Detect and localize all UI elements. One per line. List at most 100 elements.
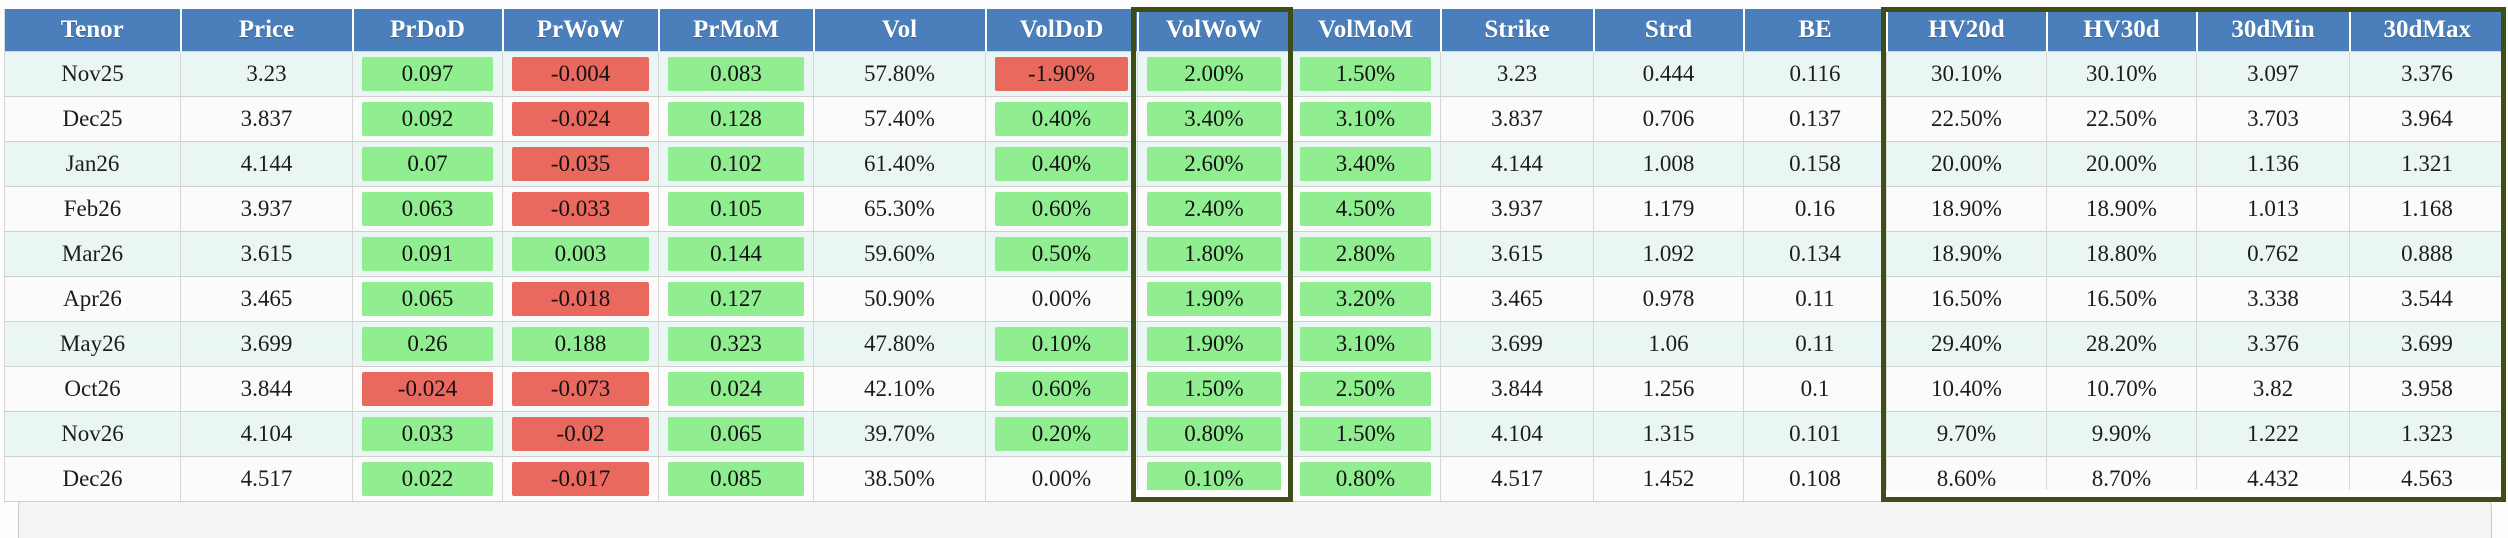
negative-change-pill: -0.024 — [362, 372, 493, 406]
cell-Dec25-be: 0.137 — [1743, 96, 1887, 142]
cell-Apr26-prdod: 0.065 — [352, 276, 503, 322]
cell-May26-hv20d: 29.40% — [1886, 321, 2047, 367]
cell-Dec26-prwow: -0.017 — [502, 456, 659, 502]
cell-Oct26-strike: 3.844 — [1440, 366, 1594, 412]
cell-Apr26-prwow: -0.018 — [502, 276, 659, 322]
positive-change-pill: 0.063 — [362, 192, 493, 226]
cell-Dec25-tenor: Dec25 — [4, 96, 181, 142]
cell-Dec26-prmom: 0.085 — [658, 456, 814, 502]
column-header-prwow: PrWoW — [501, 9, 659, 52]
positive-change-pill: 3.10% — [1300, 327, 1431, 361]
cell-Nov25-price: 3.23 — [180, 51, 353, 97]
positive-change-pill: 2.40% — [1147, 192, 1281, 226]
positive-change-pill: 0.20% — [995, 417, 1128, 451]
cell-Oct26-strd: 1.256 — [1593, 366, 1744, 412]
cell-Nov26-strd: 1.315 — [1593, 411, 1744, 457]
cell-Mar26-prdod: 0.091 — [352, 231, 503, 277]
table-row-Apr26: Apr26 3.465 0.065 -0.018 0.127 50.90% 0.00% 1.9… — [4, 276, 2505, 322]
positive-change-pill: 0.003 — [512, 237, 649, 271]
negative-change-pill: -0.018 — [512, 282, 649, 316]
column-header-voldod: VolDoD — [984, 9, 1138, 52]
cell-Feb26-vol: 65.30% — [813, 186, 986, 232]
cell-Nov26-volmom: 1.50% — [1290, 411, 1441, 457]
cell-Nov25-be: 0.116 — [1743, 51, 1887, 97]
cell-Dec26-voldod: 0.00% — [985, 456, 1138, 502]
positive-change-pill: 0.26 — [362, 327, 493, 361]
cell-Oct26-prwow: -0.073 — [502, 366, 659, 412]
cell-Dec25-vol: 57.40% — [813, 96, 986, 142]
cell-Mar26-voldod: 0.50% — [985, 231, 1138, 277]
cell-May26-prmom: 0.323 — [658, 321, 814, 367]
cell-Nov26-hv30d: 9.90% — [2046, 411, 2197, 457]
cell-May26-volwow: 1.90% — [1137, 321, 1291, 367]
cell-Dec25-hv30d: 22.50% — [2046, 96, 2197, 142]
column-header-be: BE — [1742, 9, 1887, 52]
cell-Jan26-tenor: Jan26 — [4, 141, 181, 187]
cell-Nov25-volmom: 1.50% — [1290, 51, 1441, 97]
table-row-Dec25: Dec25 3.837 0.092 -0.024 0.128 57.40% 0.40% 3.4… — [4, 96, 2505, 142]
column-header-volmom: VolMoM — [1289, 9, 1441, 52]
cell-Jan26-volwow: 2.60% — [1137, 141, 1291, 187]
cell-Feb26-hv20d: 18.90% — [1886, 186, 2047, 232]
cell-Nov25-vol: 57.80% — [813, 51, 986, 97]
positive-change-pill: 0.80% — [1300, 462, 1431, 496]
cell-May26-voldod: 0.10% — [985, 321, 1138, 367]
cell-Nov25-min30d: 3.097 — [2196, 51, 2350, 97]
cell-May26-min30d: 3.376 — [2196, 321, 2350, 367]
positive-change-pill: 0.10% — [1147, 462, 1281, 496]
cell-Dec25-max30d: 3.964 — [2349, 96, 2505, 142]
cell-Dec26-price: 4.517 — [180, 456, 353, 502]
positive-change-pill: 0.033 — [362, 417, 493, 451]
cell-Dec25-strd: 0.706 — [1593, 96, 1744, 142]
cell-Dec25-volwow: 3.40% — [1137, 96, 1291, 142]
cell-Feb26-prmom: 0.105 — [658, 186, 814, 232]
positive-change-pill: 0.065 — [668, 417, 804, 451]
cell-Dec26-be: 0.108 — [1743, 456, 1887, 502]
positive-change-pill: 1.90% — [1147, 282, 1281, 316]
cell-Oct26-min30d: 3.82 — [2196, 366, 2350, 412]
cell-Nov26-prdod: 0.033 — [352, 411, 503, 457]
positive-change-pill: 0.065 — [362, 282, 493, 316]
cell-Oct26-tenor: Oct26 — [4, 366, 181, 412]
column-header-min30d: 30dMin — [2195, 9, 2350, 52]
cell-May26-volmom: 3.10% — [1290, 321, 1441, 367]
cell-Feb26-tenor: Feb26 — [4, 186, 181, 232]
cell-Dec25-min30d: 3.703 — [2196, 96, 2350, 142]
column-header-price: Price — [179, 9, 353, 52]
cell-Oct26-volmom: 2.50% — [1290, 366, 1441, 412]
cell-Oct26-volwow: 1.50% — [1137, 366, 1291, 412]
table-row-Nov25: Nov25 3.23 0.097 -0.004 0.083 57.80% -1.90% 2.0… — [4, 51, 2505, 97]
cell-Dec26-vol: 38.50% — [813, 456, 986, 502]
cell-Feb26-be: 0.16 — [1743, 186, 1887, 232]
column-header-prmom: PrMoM — [657, 9, 814, 52]
cell-Jan26-prmom: 0.102 — [658, 141, 814, 187]
negative-change-pill: -0.035 — [512, 147, 649, 181]
cell-Nov25-volwow: 2.00% — [1137, 51, 1291, 97]
cell-Nov25-prmom: 0.083 — [658, 51, 814, 97]
cell-Nov26-volwow: 0.80% — [1137, 411, 1291, 457]
cell-Jan26-voldod: 0.40% — [985, 141, 1138, 187]
cell-Dec25-hv20d: 22.50% — [1886, 96, 2047, 142]
cell-Mar26-volmom: 2.80% — [1290, 231, 1441, 277]
positive-change-pill: 0.105 — [668, 192, 804, 226]
cell-Apr26-hv20d: 16.50% — [1886, 276, 2047, 322]
cell-Nov26-max30d: 1.323 — [2349, 411, 2505, 457]
cell-Jan26-strd: 1.008 — [1593, 141, 1744, 187]
cell-Dec25-volmom: 3.10% — [1290, 96, 1441, 142]
cell-Dec26-min30d: 4.432 — [2196, 456, 2350, 502]
positive-change-pill: 0.097 — [362, 57, 493, 91]
column-header-max30d: 30dMax — [2348, 9, 2505, 52]
cell-May26-vol: 47.80% — [813, 321, 986, 367]
cell-Dec26-tenor: Dec26 — [4, 456, 181, 502]
cell-Dec25-strike: 3.837 — [1440, 96, 1594, 142]
cell-Feb26-voldod: 0.60% — [985, 186, 1138, 232]
positive-change-pill: 0.40% — [995, 102, 1128, 136]
cell-Feb26-min30d: 1.013 — [2196, 186, 2350, 232]
cell-Apr26-volmom: 3.20% — [1290, 276, 1441, 322]
column-header-strd: Strd — [1592, 9, 1744, 52]
positive-change-pill: 2.80% — [1300, 237, 1431, 271]
cell-Dec26-hv20d: 8.60% — [1886, 456, 2047, 502]
cell-May26-price: 3.699 — [180, 321, 353, 367]
cell-Nov26-price: 4.104 — [180, 411, 353, 457]
cell-Nov25-strd: 0.444 — [1593, 51, 1744, 97]
